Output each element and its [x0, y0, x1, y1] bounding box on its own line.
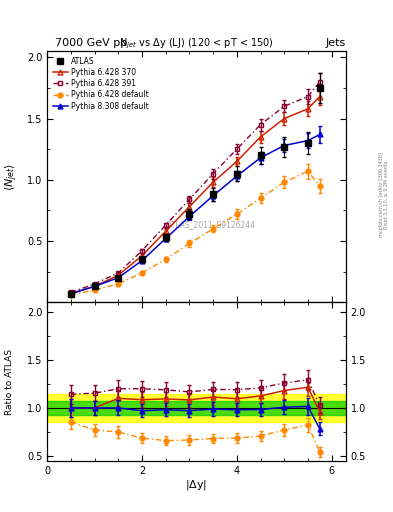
Bar [47, 401, 346, 415]
Legend: ATLAS, Pythia 6.428 370, Pythia 6.428 391, Pythia 6.428 default, Pythia 8.308 de: ATLAS, Pythia 6.428 370, Pythia 6.428 39… [51, 55, 150, 112]
Y-axis label: $\langle N_{jet}\rangle$: $\langle N_{jet}\rangle$ [4, 163, 20, 191]
Text: Rivet 3.1.10, ≥ 3.2M events: Rivet 3.1.10, ≥ 3.2M events [384, 160, 389, 229]
Text: Jets: Jets [325, 38, 346, 49]
X-axis label: |$\Delta$y|: |$\Delta$y| [185, 478, 208, 493]
Text: 7000 GeV pp: 7000 GeV pp [55, 38, 127, 49]
Y-axis label: Ratio to ATLAS: Ratio to ATLAS [5, 349, 14, 415]
Text: ATLAS_2011_S9126244: ATLAS_2011_S9126244 [167, 220, 256, 229]
Text: mcplots.cern.ch [arXiv:1306.3436]: mcplots.cern.ch [arXiv:1306.3436] [379, 152, 384, 237]
Title: N$_{jet}$ vs $\Delta$y (LJ) (120 < pT < 150): N$_{jet}$ vs $\Delta$y (LJ) (120 < pT < … [119, 37, 274, 51]
Bar [47, 394, 346, 422]
